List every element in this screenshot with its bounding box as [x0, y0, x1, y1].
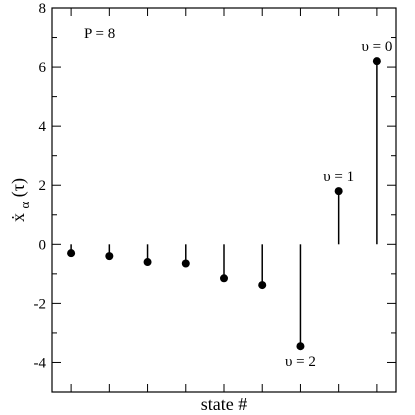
y-axis-label-subscript: α [17, 202, 32, 209]
y-tick-label: 8 [39, 1, 47, 17]
x-axis-label: state # [201, 394, 248, 414]
state-annotation: υ = 1 [323, 169, 354, 185]
y-tick-label: 0 [39, 237, 47, 253]
plot-frame [51, 7, 397, 393]
data-point [143, 258, 152, 267]
y-axis-label-argument: (τ) [8, 178, 29, 197]
data-point [67, 249, 76, 258]
data-point [181, 259, 190, 268]
data-point [372, 57, 381, 66]
data-points [67, 57, 381, 351]
data-point [220, 274, 228, 283]
y-tick-label: 4 [39, 119, 47, 135]
y-axis-label-main: ẋ [8, 213, 28, 222]
y-tick-label: -2 [34, 296, 47, 312]
svg-text:ẋ α (τ): ẋ α (τ) [8, 178, 33, 222]
panel-label: P = 8 [84, 26, 115, 42]
state-annotation: υ = 2 [285, 354, 316, 370]
data-point [334, 187, 343, 196]
data-point [296, 342, 305, 351]
y-tick-label: -4 [34, 355, 47, 371]
data-point [105, 252, 114, 261]
data-point [258, 281, 267, 290]
y-axis-label: ẋ α (τ) [8, 178, 33, 222]
y-tick-label: 2 [39, 178, 47, 194]
y-tick-label: 6 [39, 60, 47, 76]
y-axis-ticks: -4 -2 0 2 4 6 8 [34, 1, 396, 393]
annotations: υ = 2 υ = 1 υ = 0 [285, 39, 392, 370]
data-stems [70, 61, 378, 347]
x-axis-ticks [70, 8, 378, 392]
state-annotation: υ = 0 [361, 39, 392, 55]
